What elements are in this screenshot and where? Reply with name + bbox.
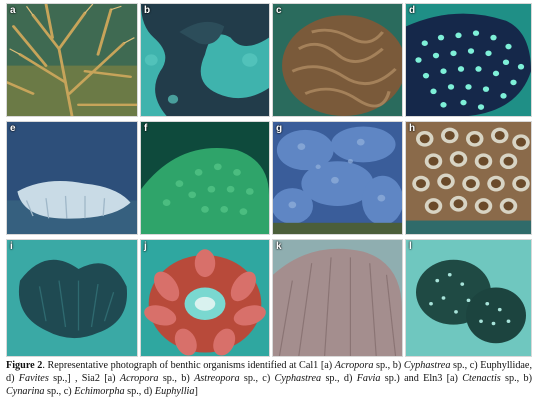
caption-taxon: Euphyllia xyxy=(154,386,195,397)
panel-label: c xyxy=(276,5,282,16)
caption-text: ] xyxy=(194,386,198,397)
panel-label: j xyxy=(144,241,147,252)
photo-panel-d: d xyxy=(405,3,532,117)
panel-label: d xyxy=(409,5,416,16)
photo-l-image xyxy=(406,240,531,356)
photo-panel-a: a xyxy=(6,3,138,117)
caption-text: . Representative photograph of benthic o… xyxy=(42,360,335,371)
panel-label: h xyxy=(409,123,416,134)
photo-d-image xyxy=(406,4,531,116)
photo-panel-e: e xyxy=(6,121,138,235)
photo-panel-i: i xyxy=(6,239,138,357)
photo-panel-l: l xyxy=(405,239,532,357)
caption-text: sp., c) xyxy=(44,386,75,397)
panel-label: b xyxy=(144,5,151,16)
caption-body: . Representative photograph of benthic o… xyxy=(6,360,532,397)
panel-label: i xyxy=(10,241,13,252)
panel-label: f xyxy=(144,123,148,134)
panel-label: l xyxy=(409,241,412,252)
panel-label: k xyxy=(276,241,282,252)
caption-text: sp.) and Eln3 [a) xyxy=(380,373,463,384)
caption-text: sp., d) xyxy=(321,373,357,384)
caption-taxon: Astreopora xyxy=(194,373,240,384)
photo-i-image xyxy=(7,240,137,356)
caption-taxon: Ctenactis xyxy=(462,373,501,384)
photo-c-image xyxy=(273,4,402,116)
caption-text: sp., d) xyxy=(124,386,155,397)
caption-taxon: Favia xyxy=(356,373,381,384)
caption-text: sp., c) xyxy=(239,373,275,384)
photo-panel-j: j xyxy=(140,239,270,357)
figure-caption: Figure 2. Representative photograph of b… xyxy=(6,359,532,398)
caption-taxon: Cyphastrea xyxy=(274,373,322,384)
photo-panel-k: k xyxy=(272,239,403,357)
caption-text: sp., b) xyxy=(500,373,532,384)
caption-taxon: Acropora xyxy=(334,360,374,371)
caption-text: sp.,] , Sia2 [a) xyxy=(48,373,120,384)
photo-panel-f: f xyxy=(140,121,270,235)
photo-g-image xyxy=(273,122,402,234)
photo-grid: a b c xyxy=(6,3,532,357)
photo-panel-g: g xyxy=(272,121,403,235)
caption-taxon: Acropora xyxy=(119,373,159,384)
photo-j-image xyxy=(141,240,269,356)
panel-label: e xyxy=(10,123,16,134)
figure-label: Figure 2 xyxy=(6,360,43,371)
caption-text: sp., b) xyxy=(158,373,195,384)
panel-label: g xyxy=(276,123,283,134)
panel-label: a xyxy=(10,5,16,16)
photo-panel-c: c xyxy=(272,3,403,117)
caption-taxon: Echimorpha xyxy=(74,386,125,397)
photo-panel-h: h xyxy=(405,121,532,235)
photo-e-image xyxy=(7,122,137,234)
caption-taxon: Cyphastrea xyxy=(403,360,451,371)
photo-f-image xyxy=(141,122,269,234)
caption-text: sp., b) xyxy=(373,360,404,371)
photo-a-image xyxy=(7,4,137,116)
photo-panel-b: b xyxy=(140,3,270,117)
photo-k-image xyxy=(273,240,402,356)
photo-h-image xyxy=(406,122,531,234)
photo-b-image xyxy=(141,4,269,116)
caption-taxon: Cynarina xyxy=(6,386,45,397)
caption-taxon: Favites xyxy=(18,373,49,384)
caption-text: sp., c) Euphyllidae, d) xyxy=(6,360,533,384)
